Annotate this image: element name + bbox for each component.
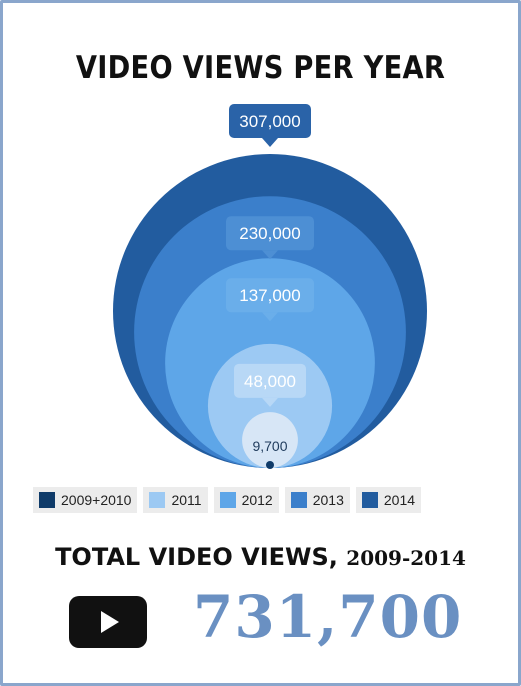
legend-swatch [39, 492, 55, 508]
value-label-2013: 230,000 [239, 224, 300, 243]
legend-item-2009+2010: 2009+2010 [33, 487, 138, 513]
value-label-2014: 307,000 [239, 112, 300, 131]
bubble-dot-2009+2010 [266, 461, 274, 469]
chart-title: VIDEO VIEWS PER YEAR [75, 50, 446, 86]
value-callout-2013: 230,000 [226, 216, 314, 260]
value-label-2012: 137,000 [239, 286, 300, 305]
legend-label: 2012 [241, 492, 273, 508]
value-label-2011: 48,000 [244, 372, 296, 391]
legend-item-2012: 2012 [213, 487, 279, 513]
legend-label: 2014 [383, 492, 416, 508]
bubble-chart: 307,000 230,000 137,000 48,000 9,700 [113, 104, 427, 469]
legend-swatch [290, 492, 307, 508]
legend-item-2011: 2011 [143, 487, 208, 513]
legend-swatch [219, 492, 236, 508]
value-callout-2011: 48,000 [234, 363, 306, 407]
legend-swatch [361, 492, 378, 508]
legend-label: 2011 [171, 492, 202, 508]
legend-label: 2009+2010 [61, 492, 132, 508]
legend-swatch [149, 492, 166, 508]
total-heading-years: 2009-2014 [346, 546, 466, 570]
value-callout-2012: 137,000 [226, 278, 314, 322]
value-callout-2014: 307,000 [229, 104, 311, 147]
legend-item-2014: 2014 [355, 487, 422, 513]
total-value: 731,700 [193, 583, 463, 651]
value-label-2009+2010: 9,700 [252, 438, 287, 454]
bubble-2009+2010 [242, 412, 298, 468]
legend-label: 2013 [312, 492, 344, 508]
chart-legend: 2009+2010 2011 2012 2013 2014 [33, 487, 495, 513]
total-heading: TOTAL VIDEO VIEWS, 2009-2014 [3, 543, 518, 571]
legend-item-2013: 2013 [284, 487, 350, 513]
play-icon [69, 596, 147, 648]
total-heading-text: TOTAL VIDEO VIEWS, [55, 543, 338, 571]
